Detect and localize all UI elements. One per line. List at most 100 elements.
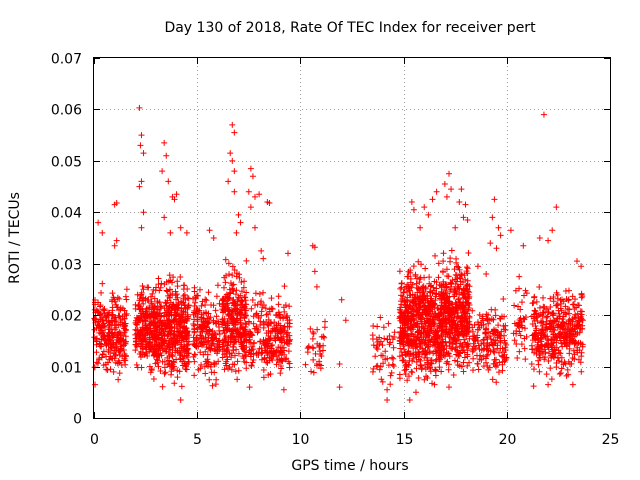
data-point bbox=[566, 310, 573, 317]
data-point bbox=[225, 319, 232, 326]
data-point bbox=[281, 347, 288, 354]
data-point bbox=[412, 292, 419, 299]
data-point bbox=[179, 362, 186, 369]
data-point bbox=[547, 304, 554, 311]
data-point bbox=[511, 302, 518, 309]
data-point bbox=[440, 313, 447, 320]
data-point bbox=[115, 376, 122, 383]
data-point bbox=[513, 340, 520, 347]
data-point bbox=[261, 341, 268, 348]
data-point bbox=[553, 302, 560, 309]
data-point bbox=[180, 336, 187, 343]
data-point bbox=[141, 335, 148, 342]
data-point bbox=[550, 351, 557, 358]
data-point bbox=[483, 359, 490, 366]
data-point bbox=[107, 366, 114, 373]
data-point bbox=[431, 381, 438, 388]
data-point bbox=[253, 310, 260, 317]
data-point bbox=[373, 344, 380, 351]
data-point bbox=[462, 201, 469, 208]
data-point bbox=[247, 339, 254, 346]
data-point bbox=[99, 229, 106, 236]
data-point bbox=[260, 289, 267, 296]
data-point bbox=[428, 327, 435, 334]
data-point bbox=[154, 300, 161, 307]
data-point bbox=[489, 214, 496, 221]
data-point bbox=[277, 370, 284, 377]
data-point bbox=[247, 165, 254, 172]
data-point bbox=[116, 348, 123, 355]
data-point bbox=[313, 361, 320, 367]
data-point bbox=[211, 359, 218, 366]
data-point bbox=[547, 365, 554, 372]
data-point bbox=[122, 322, 129, 329]
data-point bbox=[206, 345, 213, 352]
data-point bbox=[448, 311, 455, 318]
data-point bbox=[183, 229, 190, 236]
data-point bbox=[515, 319, 522, 326]
data-point bbox=[499, 345, 506, 352]
data-point bbox=[464, 270, 471, 277]
data-point bbox=[462, 316, 469, 323]
data-point bbox=[161, 139, 168, 146]
data-point bbox=[458, 301, 465, 308]
data-point bbox=[234, 376, 241, 383]
data-point bbox=[415, 375, 422, 382]
data-point bbox=[138, 224, 145, 231]
x-tick-label: 15 bbox=[396, 432, 414, 448]
data-point bbox=[458, 271, 465, 278]
data-point bbox=[229, 157, 236, 164]
data-point bbox=[183, 366, 190, 373]
data-point bbox=[234, 298, 241, 305]
data-point bbox=[95, 324, 102, 331]
data-point bbox=[553, 339, 560, 346]
data-point bbox=[443, 342, 450, 349]
data-point bbox=[158, 280, 165, 287]
data-point bbox=[535, 361, 542, 368]
data-point bbox=[272, 349, 279, 356]
data-point bbox=[565, 340, 572, 347]
data-point bbox=[553, 204, 560, 211]
data-point bbox=[423, 332, 430, 339]
data-point bbox=[281, 283, 288, 290]
data-point bbox=[225, 294, 232, 301]
data-point bbox=[258, 247, 265, 254]
data-point bbox=[213, 313, 220, 320]
data-point bbox=[521, 292, 528, 299]
data-point bbox=[225, 295, 232, 302]
data-point bbox=[410, 299, 417, 306]
data-point bbox=[446, 300, 453, 307]
data-point bbox=[516, 273, 523, 280]
data-point bbox=[223, 348, 230, 355]
data-point bbox=[379, 378, 386, 385]
data-point bbox=[198, 325, 205, 332]
data-point bbox=[421, 274, 428, 281]
data-point bbox=[531, 307, 538, 314]
data-point bbox=[275, 293, 282, 300]
y-tick-label: 0.01 bbox=[51, 361, 82, 377]
data-point bbox=[205, 337, 212, 344]
data-point bbox=[460, 290, 467, 297]
data-point bbox=[241, 327, 248, 334]
data-point bbox=[139, 282, 146, 289]
data-point bbox=[574, 321, 581, 328]
data-point bbox=[455, 332, 462, 339]
data-point bbox=[286, 364, 293, 371]
data-point bbox=[380, 324, 387, 331]
data-point bbox=[280, 333, 287, 340]
data-point bbox=[495, 332, 502, 339]
data-point bbox=[541, 346, 548, 353]
data-point bbox=[166, 286, 173, 293]
data-point bbox=[462, 276, 469, 283]
data-point bbox=[575, 314, 582, 321]
data-point bbox=[285, 337, 292, 344]
data-point bbox=[406, 397, 413, 403]
data-point bbox=[256, 191, 263, 198]
data-point bbox=[557, 369, 564, 376]
data-point bbox=[275, 351, 282, 358]
data-point bbox=[147, 325, 154, 332]
data-point bbox=[552, 333, 559, 340]
data-point bbox=[278, 355, 285, 362]
data-point bbox=[465, 305, 472, 312]
